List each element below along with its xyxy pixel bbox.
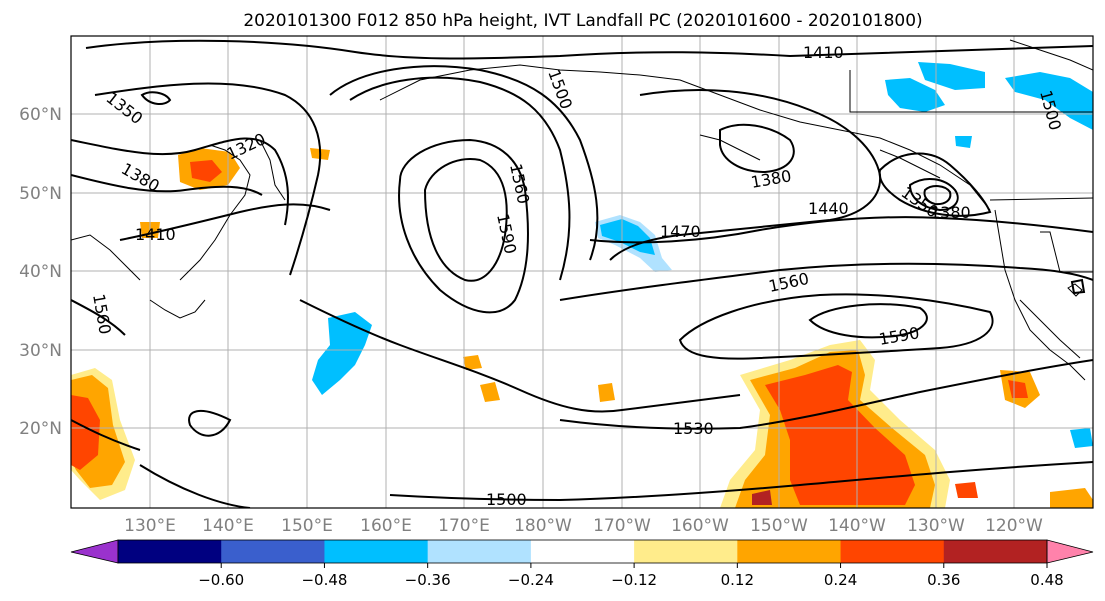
lon-label: 140°W bbox=[828, 516, 886, 536]
map-area: 1410 1500 1350 1320 1380 1410 1560 1590 … bbox=[70, 35, 1094, 509]
colorbar-tick-label: 0.24 bbox=[824, 571, 857, 589]
lat-label: 60°N bbox=[19, 105, 62, 125]
map-background bbox=[71, 36, 1093, 508]
ivt-negative-region bbox=[885, 78, 945, 112]
colorbar-segment bbox=[324, 540, 429, 563]
lon-label: 180°W bbox=[514, 516, 572, 536]
ivt-positive-region bbox=[71, 395, 100, 470]
colorbar-tick-label: −0.24 bbox=[508, 571, 554, 589]
ivt-negative-region bbox=[918, 62, 985, 90]
contour-label: 1530 bbox=[673, 419, 714, 438]
ivt-negative-region bbox=[955, 136, 972, 148]
colorbar: −0.60 −0.48 −0.36 −0.24 −0.12 0.12 0.24 0.36 0.4… bbox=[70, 539, 1094, 589]
contour-label: 1380 bbox=[930, 203, 971, 222]
ivt-positive-region bbox=[1008, 380, 1028, 398]
colorbar-ticks: −0.60 −0.48 −0.36 −0.24 −0.12 0.12 0.24 0.36 0.4… bbox=[198, 563, 1064, 589]
lon-label: 130°W bbox=[907, 516, 965, 536]
colorbar-tick-label: 0.48 bbox=[1030, 571, 1063, 589]
map-frame bbox=[70, 35, 1094, 509]
contour-label: 1470 bbox=[660, 222, 701, 241]
colorbar-extend-high bbox=[1046, 539, 1094, 564]
ivt-positive-region bbox=[765, 365, 915, 505]
latitude-labels: 60°N 50°N 40°N 30°N 20°N bbox=[19, 105, 62, 439]
colorbar-segment bbox=[840, 540, 945, 563]
lon-label: 130°E bbox=[124, 516, 176, 536]
lon-label: 160°W bbox=[671, 516, 729, 536]
ivt-negative-region bbox=[312, 312, 372, 395]
ivt-positive-region bbox=[463, 355, 482, 370]
contour-label: 1410 bbox=[803, 43, 844, 62]
contour-label: 1440 bbox=[808, 199, 849, 218]
lon-label: 160°E bbox=[360, 516, 412, 536]
ivt-positive-region bbox=[190, 160, 222, 182]
colorbar-segment bbox=[737, 540, 842, 563]
colorbar-tick-label: −0.12 bbox=[611, 571, 657, 589]
colorbar-segments bbox=[118, 540, 1048, 563]
colorbar-outline bbox=[117, 539, 1048, 564]
contour-label: 1410 bbox=[135, 225, 176, 244]
ivt-negative-region bbox=[600, 219, 655, 255]
lon-label: 170°E bbox=[438, 516, 490, 536]
lat-label: 30°N bbox=[19, 341, 62, 361]
ivt-negative-region bbox=[1070, 428, 1093, 448]
ivt-positive-region bbox=[752, 490, 772, 505]
colorbar-tick-label: −0.60 bbox=[198, 571, 244, 589]
ivt-positive-region bbox=[1050, 488, 1093, 508]
contour-label: 1500 bbox=[486, 490, 527, 509]
ivt-positive-region bbox=[598, 383, 615, 402]
lat-label: 50°N bbox=[19, 184, 62, 204]
height-contours bbox=[71, 39, 1093, 508]
lat-label: 20°N bbox=[19, 419, 62, 439]
lon-label: 170°W bbox=[593, 516, 651, 536]
lon-label: 150°E bbox=[281, 516, 333, 536]
ivt-positive-region bbox=[955, 482, 978, 498]
colorbar-extend-low bbox=[70, 539, 119, 564]
colorbar-segment bbox=[427, 540, 532, 563]
lon-label: 140°E bbox=[202, 516, 254, 536]
colorbar-segment bbox=[221, 540, 325, 563]
longitude-labels: 130°E 140°E 150°E 160°E 170°E 180°W 170°… bbox=[124, 516, 1043, 536]
lon-label: 120°W bbox=[985, 516, 1043, 536]
colorbar-tick-label: −0.48 bbox=[301, 571, 347, 589]
colorbar-tick-label: 0.36 bbox=[927, 571, 960, 589]
colorbar-tick-label: 0.12 bbox=[721, 571, 754, 589]
colorbar-segment bbox=[943, 540, 1048, 563]
map-title: 2020101300 F012 850 hPa height, IVT Land… bbox=[243, 11, 922, 31]
lon-label: 150°W bbox=[750, 516, 808, 536]
ivt-negative-region bbox=[1005, 72, 1093, 130]
colorbar-tick-label: −0.36 bbox=[405, 571, 451, 589]
ivt-shading bbox=[71, 62, 1093, 508]
colorbar-segment bbox=[118, 540, 222, 563]
ivt-positive-region bbox=[480, 382, 500, 402]
colorbar-segment bbox=[634, 540, 738, 563]
colorbar-segment bbox=[530, 540, 635, 563]
lat-label: 40°N bbox=[19, 262, 62, 282]
